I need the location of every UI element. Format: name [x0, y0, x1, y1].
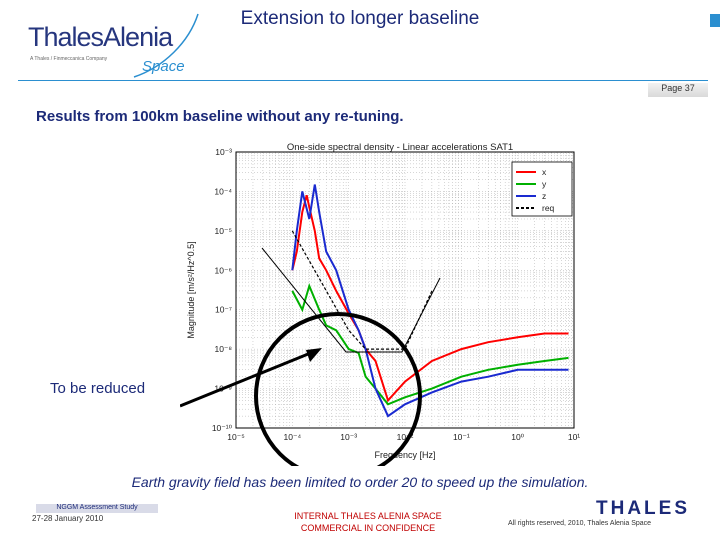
- reduction-outline: [261, 247, 441, 353]
- footer-study-band: [36, 504, 158, 513]
- x-tick-label: 10⁻²: [397, 432, 414, 442]
- x-tick-label: 10⁻¹: [453, 432, 470, 442]
- thales-alenia-space-logo: ThalesAlenia A Thales / Finmeccanica Com…: [28, 13, 199, 78]
- spectral-density-chart: One-side spectral density - Linear accel…: [180, 138, 600, 466]
- legend-label-x: x: [542, 167, 547, 177]
- plot-frame: [235, 151, 575, 429]
- slide-subtitle: Results from 100km baseline without any …: [36, 108, 404, 125]
- callout-arrow-head: [306, 348, 322, 362]
- footer-confidentiality: INTERNAL THALES ALENIA SPACE COMMERCIAL …: [248, 510, 488, 534]
- footer-internal-line1: INTERNAL THALES ALENIA SPACE: [294, 511, 442, 521]
- y-tick-label: 10⁻⁶: [215, 265, 232, 275]
- y-tick-label: 10⁻⁵: [215, 226, 232, 236]
- header-divider: [18, 80, 708, 81]
- y-tick-label: 10⁻⁷: [215, 305, 232, 315]
- chart-title: One-side spectral density - Linear accel…: [287, 142, 513, 153]
- y-tick-label: 10⁻³: [215, 147, 232, 157]
- x-tick-label: 10⁰: [511, 432, 524, 442]
- logo-tagline: A Thales / Finmeccanica Company: [30, 56, 108, 62]
- y-axis-label: Magnitude [m/s²/Hz^0.5]: [186, 241, 196, 338]
- footer-study-name: NGGM Assessment Study: [56, 504, 138, 511]
- logo-space-text: Space: [142, 58, 185, 75]
- legend-label-z: z: [542, 191, 546, 201]
- corner-accent: [710, 14, 720, 27]
- x-tick-label: 10⁻⁵: [227, 432, 244, 442]
- y-tick-label: 10⁻⁴: [214, 186, 232, 196]
- page-number: Page 37: [648, 83, 708, 97]
- reduction-annotation: [180, 247, 441, 466]
- x-tick-label: 10⁻³: [340, 432, 357, 442]
- callout-arrow-line: [180, 348, 319, 408]
- logo-brand-text: ThalesAlenia: [28, 22, 173, 52]
- x-axis-label: Frequency [Hz]: [374, 450, 435, 460]
- logo-swoosh-icon: [133, 13, 199, 78]
- footer-date: 27-28 January 2010: [32, 514, 104, 523]
- series-line-y: [291, 283, 569, 406]
- footer-internal-line2: COMMERCIAL IN CONFIDENCE: [300, 523, 436, 533]
- x-tick-label: 10¹: [568, 432, 580, 442]
- series-line-z: [291, 184, 569, 418]
- chart-legend: xyz req: [511, 161, 573, 217]
- legend-label-y: y: [542, 179, 547, 189]
- slide-caption: Earth gravity field has been limited to …: [131, 474, 589, 490]
- thales-logo: THALES: [596, 498, 690, 519]
- highlight-circle: [254, 312, 422, 466]
- legend-label-req: req: [542, 203, 555, 213]
- x-tick-label: 10⁻⁴: [284, 432, 302, 442]
- y-tick-label: 10⁻⁸: [214, 344, 232, 354]
- y-tick-label: 10⁻¹⁰: [212, 423, 233, 433]
- chart-ticks: 10⁻⁵ 10⁻⁴ 10⁻³ 10⁻² 10⁻¹ 10⁰ 10¹10⁻³10⁻⁴10⁻⁵10…: [212, 147, 580, 442]
- footer-rights: All rights reserved, 2010, Thales Alenia…: [508, 520, 652, 527]
- to-be-reduced-callout: To be reduced: [50, 380, 146, 397]
- slide-title: Extension to longer baseline: [240, 8, 480, 29]
